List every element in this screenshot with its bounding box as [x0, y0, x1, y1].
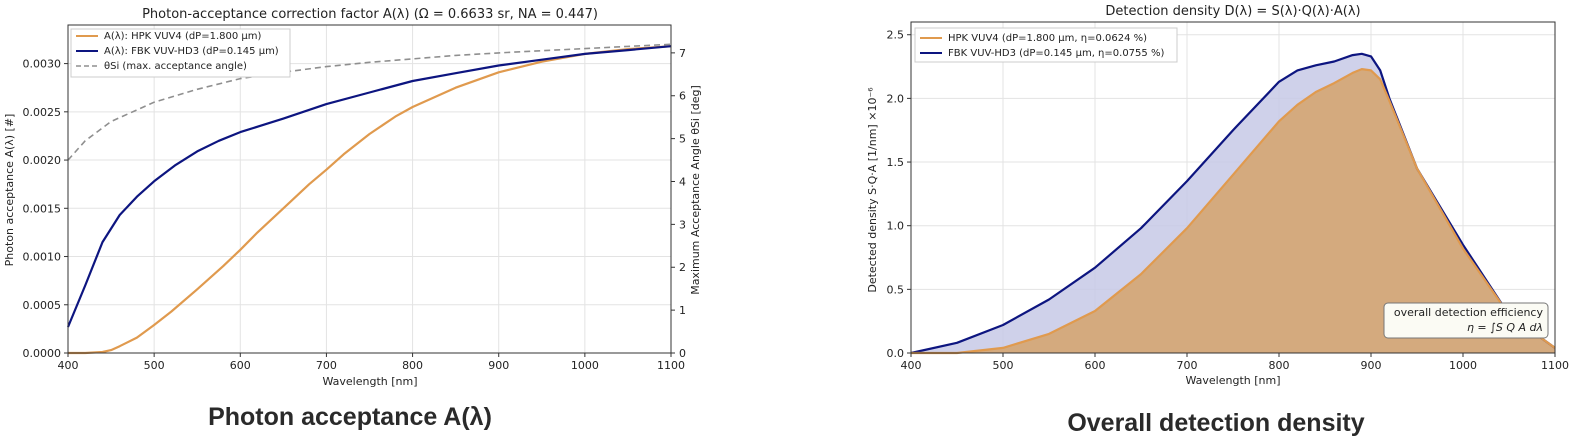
detection-legend-label: FBK VUV-HD3 (dP=0.145 μm, η=0.0755 %) [948, 48, 1164, 59]
detection-legend-entries: HPK VUV4 (dP=1.800 μm, η=0.0624 %) FBK VU… [920, 33, 1164, 59]
detection-x-tick-label: 700 [1177, 359, 1198, 372]
acceptance-series-line-2 [67, 43, 672, 161]
acceptance-y2-tick-label: 3 [679, 218, 686, 231]
acceptance-x-tick-label: 500 [144, 359, 165, 372]
detection-x-tick-label: 600 [1085, 359, 1106, 372]
acceptance-x-tick-label: 1100 [657, 359, 685, 372]
acceptance-y2-tick-label: 5 [679, 133, 686, 146]
acceptance-y-tick-label: 0.0015 [23, 202, 62, 215]
acceptance-y-tick-label: 0.0030 [23, 58, 62, 71]
acceptance-y-tick-label: 0.0000 [23, 347, 62, 360]
acceptance-series-line-0 [68, 45, 672, 355]
acceptance-x-tick-label: 600 [230, 359, 251, 372]
acceptance-tick-labels: 400 500 600 700 800 900 1000 1100 0.0000 0.0005 0.… [23, 47, 687, 372]
detection-x-axis-label: Wavelength [nm] [1185, 374, 1280, 387]
detection-legend-box [914, 27, 1178, 63]
detection-y-tick-label: 1.0 [887, 220, 905, 233]
efficiency-annotation: overall detection efficiency η = ∫S Q A … [1383, 302, 1549, 339]
detection-series-line-1 [911, 68, 1556, 355]
acceptance-y2-tick-label: 6 [679, 90, 686, 103]
efficiency-annotation-line2: η = ∫S Q A dλ [1467, 321, 1543, 334]
acceptance-x-tick-label: 900 [488, 359, 509, 372]
acceptance-y2-tick-label: 4 [679, 175, 686, 188]
acceptance-series-line-1 [66, 45, 672, 328]
acceptance-legend: A(λ): HPK VUV4 (dP=1.800 μm) A(λ): FBK VU… [70, 28, 291, 78]
acceptance-x-tick-label: 700 [316, 359, 337, 372]
detection-legend-label: HPK VUV4 (dP=1.800 μm, η=0.0624 %) [948, 33, 1147, 44]
acceptance-series-layer [66, 43, 672, 355]
detection-legend: HPK VUV4 (dP=1.800 μm, η=0.0624 %) FBK VU… [914, 27, 1178, 63]
detection-series-layer [910, 52, 1556, 355]
detection-chart-title: Detection density D(λ) = S(λ)·Q(λ)·A(λ) [1105, 4, 1360, 19]
acceptance-legend-label: A(λ): HPK VUV4 (dP=1.800 μm) [104, 31, 262, 42]
acceptance-y-tick-label: 0.0010 [23, 251, 62, 264]
detection-panel: 400 500 600 700 800 900 1000 1100 0.0 0.5 1.0 1.5 2.… [866, 4, 1569, 437]
detection-y-tick-label: 2.0 [887, 92, 905, 105]
acceptance-legend-box [70, 28, 291, 78]
acceptance-y-tick-label: 0.0025 [23, 106, 62, 119]
acceptance-legend-label: θSi (max. acceptance angle) [104, 61, 247, 72]
acceptance-x-tick-label: 1000 [571, 359, 599, 372]
acceptance-y2-axis-label: Maximum Acceptance Angle θSi [deg] [689, 85, 702, 295]
acceptance-y-tick-label: 0.0020 [23, 154, 62, 167]
detection-tick-labels: 400 500 600 700 800 900 1000 1100 0.0 0.5 1.0 1.5 2.… [887, 29, 1570, 372]
detection-y-tick-label: 0.5 [887, 283, 905, 296]
detection-y-tick-label: 2.5 [887, 29, 905, 42]
detection-x-tick-label: 500 [993, 359, 1014, 372]
acceptance-y2-tick-label: 1 [679, 304, 686, 317]
detection-x-tick-label: 1100 [1541, 359, 1569, 372]
detection-y-axis-label: Detected density S·Q·A [1/nm] ×10⁻⁶ [866, 87, 879, 293]
detection-x-tick-label: 1000 [1449, 359, 1477, 372]
detection-y-tick-label: 0.0 [887, 347, 905, 360]
acceptance-y-tick-label: 0.0005 [23, 299, 62, 312]
efficiency-annotation-line1: overall detection efficiency [1394, 306, 1544, 319]
acceptance-y2-tick-label: 0 [679, 347, 686, 360]
detection-plot-frame [910, 21, 1556, 354]
acceptance-legend-entries: A(λ): HPK VUV4 (dP=1.800 μm) A(λ): FBK VU… [76, 31, 279, 72]
acceptance-plot-frame [67, 24, 672, 354]
acceptance-x-tick-label: 400 [58, 359, 79, 372]
acceptance-y2-tick-label: 7 [679, 47, 686, 60]
acceptance-panel: 400 500 600 700 800 900 1000 1100 0.0000 0.0005 0.… [3, 7, 702, 431]
detection-y-tick-label: 1.5 [887, 156, 905, 169]
detection-caption: Overall detection density [1067, 409, 1364, 437]
acceptance-legend-label: A(λ): FBK VUV-HD3 (dP=0.145 μm) [104, 46, 279, 57]
detection-x-tick-label: 800 [1269, 359, 1290, 372]
detection-x-tick-label: 400 [901, 359, 922, 372]
detection-series-area-1 [911, 69, 1555, 353]
acceptance-grid [67, 25, 672, 354]
acceptance-x-axis-label: Wavelength [nm] [322, 375, 417, 388]
acceptance-caption: Photon acceptance A(λ) [208, 403, 492, 431]
acceptance-y-axis-label: Photon acceptance A(λ) [#] [3, 114, 16, 267]
acceptance-x-tick-label: 800 [402, 359, 423, 372]
acceptance-y2-tick-label: 2 [679, 261, 686, 274]
acceptance-chart-title: Photon-acceptance correction factor A(λ)… [142, 7, 598, 22]
detection-x-tick-label: 900 [1361, 359, 1382, 372]
efficiency-annotation-box [1383, 302, 1549, 339]
